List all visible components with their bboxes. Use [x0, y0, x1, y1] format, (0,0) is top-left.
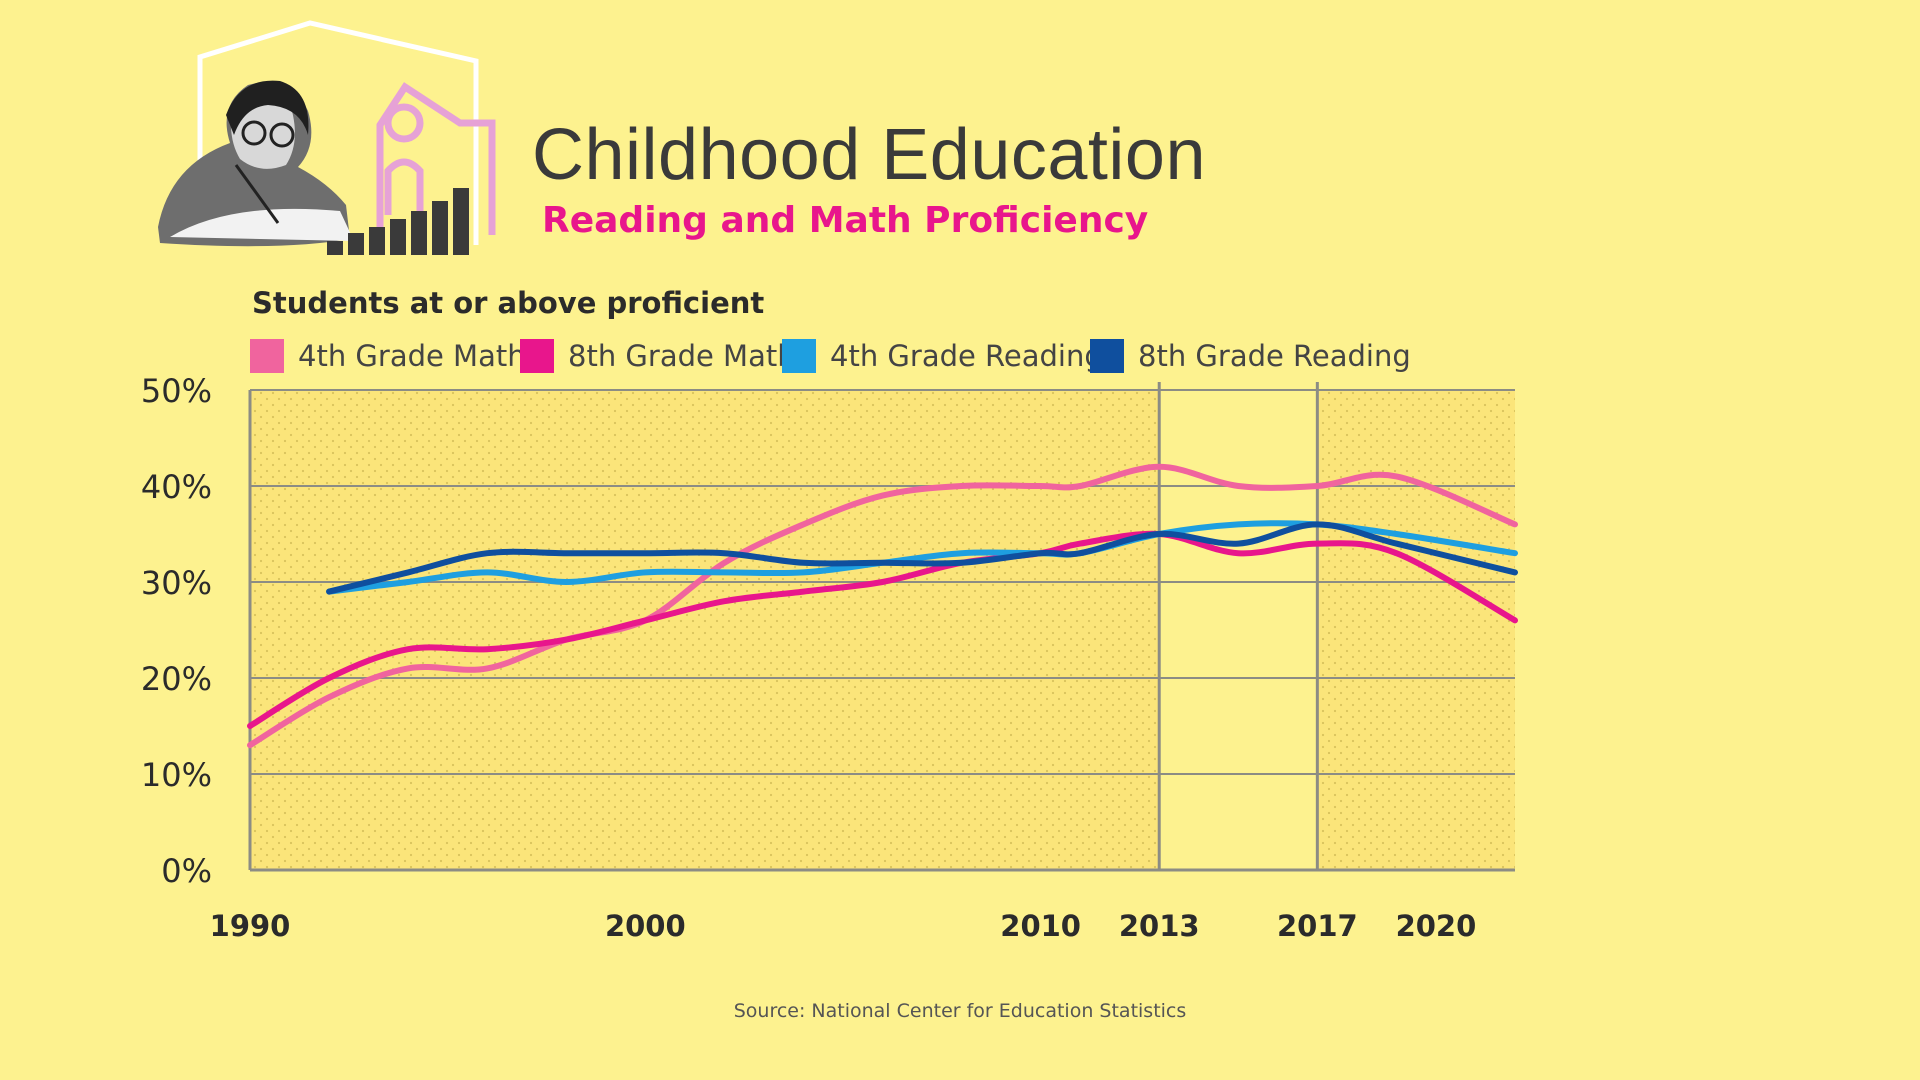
series-line-8th-grade-math	[247, 530, 1518, 729]
y-tick-label: 20%	[141, 660, 212, 698]
legend-label: 4th Grade Reading	[830, 339, 1103, 373]
bar-graph-icon	[327, 188, 469, 255]
pink-house-icon	[376, 82, 496, 235]
page-title: Childhood Education	[532, 115, 1206, 195]
y-tick-label: 30%	[141, 564, 212, 602]
legend-label: 8th Grade Math	[568, 339, 796, 373]
x-tick-label: 2000	[605, 909, 686, 943]
x-tick-label: 2017	[1277, 909, 1358, 943]
legend-swatch	[782, 339, 816, 373]
legend-label: 8th Grade Reading	[1138, 339, 1411, 373]
y-tick-label: 40%	[141, 468, 212, 506]
legend-item-4th-grade-math: 4th Grade Math	[250, 336, 526, 376]
x-tick-label: 2013	[1119, 909, 1200, 943]
legend-swatch	[250, 339, 284, 373]
legend-item-8th-grade-math: 8th Grade Math	[520, 336, 796, 376]
page-subtitle: Reading and Math Proficiency	[542, 200, 1149, 241]
legend-swatch	[520, 339, 554, 373]
source-note: Source: National Center for Education St…	[733, 1000, 1187, 1022]
x-tick-label: 1990	[210, 909, 291, 943]
legend-item-4th-grade-reading: 4th Grade Reading	[782, 336, 1103, 376]
y-tick-label: 10%	[141, 756, 212, 794]
series-line-4th-grade-reading	[326, 520, 1518, 595]
x-tick-label: 2020	[1396, 909, 1477, 943]
series-line-8th-grade-reading	[326, 521, 1518, 595]
child-writing-school-house-bar-graph-icon	[158, 20, 496, 255]
legend-item-8th-grade-reading: 8th Grade Reading	[1090, 336, 1411, 376]
x-tick-label: 2010	[1000, 909, 1081, 943]
legend-label: 4th Grade Math	[298, 339, 526, 373]
plot-area-shaded-left	[250, 390, 1160, 870]
y-tick-label: 50%	[141, 372, 212, 410]
y-tick-label: 0%	[161, 852, 212, 890]
legend-swatch	[1090, 339, 1124, 373]
series-line-4th-grade-math	[247, 463, 1518, 749]
chart-title: Students at or above proficient	[252, 286, 765, 320]
plot-area-shaded-right	[1317, 390, 1515, 870]
